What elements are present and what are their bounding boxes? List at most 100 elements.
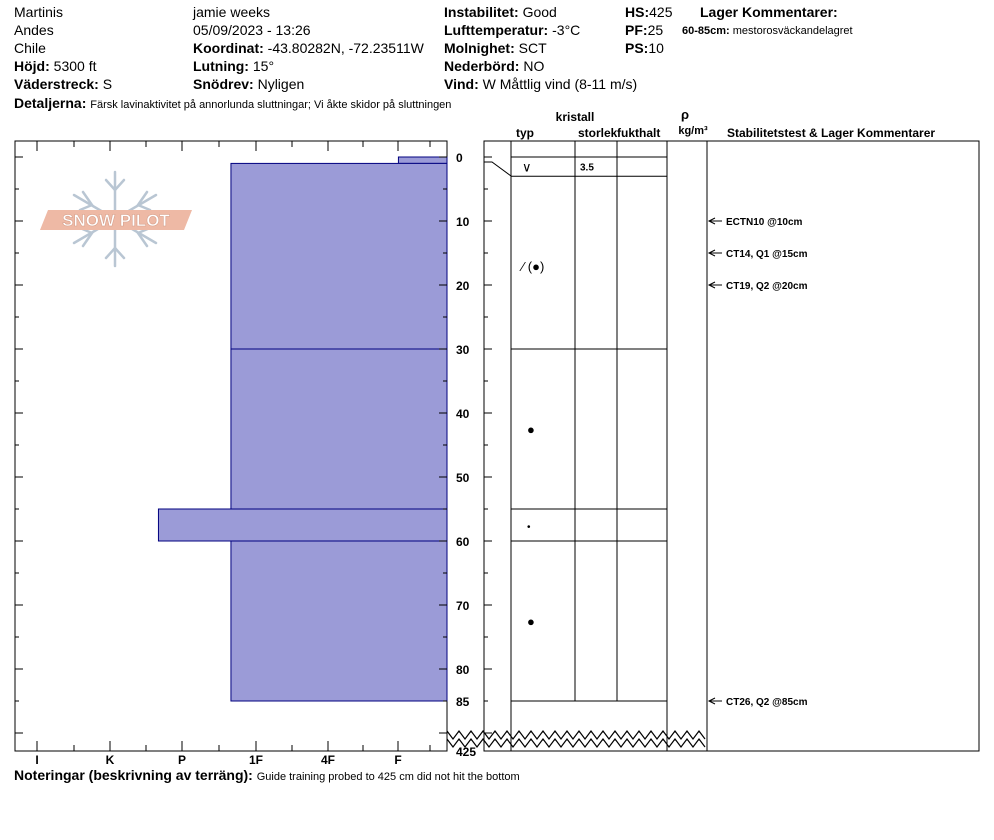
instability-value: Good xyxy=(522,4,557,20)
coordinates: Koordinat: -43.80282N, -72.23511W xyxy=(193,39,424,57)
stability-arrow-head-3 xyxy=(707,281,716,289)
hardness-label-1F: 1F xyxy=(249,753,263,767)
stability-arrow-head-1 xyxy=(707,217,716,225)
aspect-label: Väderstreck: xyxy=(14,76,99,92)
hs-value: 425 xyxy=(649,4,673,20)
depth-label-40: 40 xyxy=(456,407,470,421)
details-label: Detaljerna: xyxy=(14,95,87,111)
observer: jamie weeks xyxy=(193,4,271,20)
depth-axis: 0 10 20 30 40 50 60 70 80 85 xyxy=(15,151,492,734)
hardness-layer-3 xyxy=(230,348,448,510)
cloud-label: Molnighet: xyxy=(444,40,515,56)
layer-comment-text: mestorosväckandelagret xyxy=(732,25,853,37)
stability-arrow-head-2 xyxy=(707,249,716,257)
elevation-label: Höjd: xyxy=(14,58,50,74)
hs-label: HS: xyxy=(625,4,650,20)
hardness-label-P: P xyxy=(178,753,186,767)
snowpilot-logo: SNOW PILOT xyxy=(40,170,192,268)
instability-label: Instabilitet: xyxy=(444,4,519,20)
aspect-value: S xyxy=(102,76,113,92)
precip-value: NO xyxy=(523,58,545,74)
stability-tests: ECTN10 @10cm CT14, Q1 @15cm CT19, Q2 @20cm… xyxy=(707,217,808,708)
hardness-label-F: F xyxy=(394,753,401,767)
hardness-label-I: I xyxy=(35,753,38,767)
notes-text: Guide training probed to 425 cm did not … xyxy=(256,771,520,783)
notes-label: Noteringar (beskrivning av terräng): xyxy=(14,767,253,783)
temp-profile-line xyxy=(484,161,512,177)
moisture-header: fukthalt xyxy=(617,126,660,140)
airtemp-label: Lufttemperatur: xyxy=(444,22,549,38)
grain-type-1: ∨ xyxy=(522,160,532,175)
type-header: typ xyxy=(516,126,534,140)
range: Andes xyxy=(14,22,54,38)
depth-label-10: 10 xyxy=(456,215,470,229)
hardness-layers xyxy=(157,156,448,702)
depth-label-70: 70 xyxy=(456,599,470,613)
stability-header: Stabilitetstest & Lager Kommentarer xyxy=(727,126,935,140)
instability: Instabilitet: Good xyxy=(444,3,557,21)
grain-type-4: • xyxy=(527,522,531,533)
stability-test-1: ECTN10 @10cm xyxy=(726,217,803,228)
snowdrift-value: Nyligen xyxy=(257,76,305,92)
logo-banner xyxy=(40,210,192,230)
ps: PS:10 xyxy=(625,39,664,57)
total-depth-label: 425 xyxy=(456,745,476,759)
layer-comments-label: Lager Kommentarer: xyxy=(700,4,838,20)
location: Martinis xyxy=(14,4,64,20)
hardness-label-4F: 4F xyxy=(321,753,335,767)
layer-comment: 60-85cm: mestorosväckandelagret xyxy=(682,22,853,40)
elevation: Höjd: 5300 ft xyxy=(14,57,96,75)
grain-size-1: 3.5 xyxy=(580,163,594,174)
coord-label: Koordinat: xyxy=(193,40,264,56)
depth-label-30: 30 xyxy=(456,343,470,357)
hardness-label-K: K xyxy=(106,753,115,767)
layer-comment-range: 60-85cm: xyxy=(682,25,730,37)
wind-label: Vind: xyxy=(444,76,479,92)
depth-break-zigzag-2 xyxy=(446,738,706,748)
details: Detaljerna: Färsk lavinaktivitet på anno… xyxy=(14,94,451,114)
depth-break-zigzag xyxy=(446,730,706,740)
hardness-ticks: I K P 1F 4F F xyxy=(35,141,431,767)
stability-test-4: CT26, Q2 @85cm xyxy=(726,697,808,708)
airtemp-value: -3°C xyxy=(552,22,581,38)
grain-type-2: ⁄ (●) xyxy=(519,259,544,274)
size-header: storlek xyxy=(578,126,618,140)
hs: HS:425 xyxy=(625,3,672,21)
datetime: 05/09/2023 - 13:26 xyxy=(193,22,311,38)
depth-label-50: 50 xyxy=(456,471,470,485)
cloud-cover: Molnighet: SCT xyxy=(444,39,547,57)
wind-value: W Måttlig vind (8-11 m/s) xyxy=(482,76,638,92)
depth-label-80: 80 xyxy=(456,663,470,677)
slope-value: 15° xyxy=(252,58,275,74)
pf-value: 25 xyxy=(647,22,664,38)
country: Chile xyxy=(14,40,46,56)
crystal-header: kristall xyxy=(556,110,595,124)
aspect: Väderstreck: S xyxy=(14,75,112,93)
snowdrift-label: Snödrev: xyxy=(193,76,254,92)
hardness-layer-5 xyxy=(230,540,448,702)
snowdrift: Snödrev: Nyligen xyxy=(193,75,304,93)
air-temperature: Lufttemperatur: -3°C xyxy=(444,21,580,39)
hardness-layer-4 xyxy=(157,508,448,542)
grain-type-5: ● xyxy=(527,614,535,629)
stability-test-2: CT14, Q1 @15cm xyxy=(726,249,808,260)
ps-label: PS: xyxy=(625,40,649,56)
cloud-value: SCT xyxy=(518,40,547,56)
slope: Lutning: 15° xyxy=(193,57,274,75)
grain-rows: ∨ 3.5 ⁄ (●) ● • ● xyxy=(511,156,667,702)
depth-label-85: 85 xyxy=(456,695,470,709)
grain-type-3: ● xyxy=(527,422,535,437)
density-unit-header: kg/m³ xyxy=(678,125,708,137)
hardness-layer-1 xyxy=(397,156,448,164)
slope-label: Lutning: xyxy=(193,58,249,74)
depth-label-20: 20 xyxy=(456,279,470,293)
coord-value: -43.80282N, -72.23511W xyxy=(267,40,424,56)
wind: Vind: W Måttlig vind (8-11 m/s) xyxy=(444,75,637,93)
pf-label: PF: xyxy=(625,22,648,38)
grain-panel xyxy=(483,140,980,752)
logo-text: SNOW PILOT xyxy=(62,211,170,230)
hardness-layer-2 xyxy=(230,162,448,350)
rho-header: ρ xyxy=(681,107,689,122)
pf: PF:25 xyxy=(625,21,663,39)
